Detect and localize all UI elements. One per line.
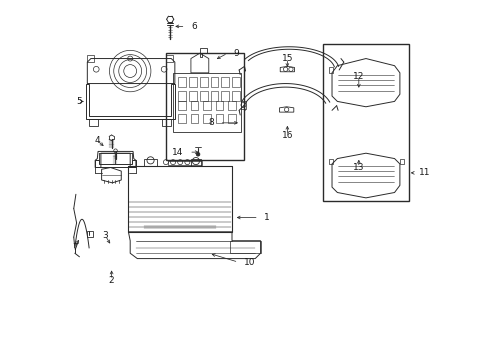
Bar [210,91,218,102]
Bar [203,114,210,123]
Bar [221,77,229,87]
Circle shape [196,153,200,156]
Text: 1: 1 [264,213,269,222]
Bar [167,161,201,165]
Text: 16: 16 [281,131,292,140]
Bar [200,77,207,87]
Bar [323,44,408,202]
Bar [231,77,240,87]
Text: 14: 14 [172,148,183,157]
Text: 15: 15 [281,54,292,63]
Text: 10: 10 [244,258,255,267]
Bar [178,91,186,102]
Text: 5: 5 [77,97,82,106]
Text: 2: 2 [108,275,114,284]
Bar [200,91,207,102]
Bar [216,114,223,123]
Bar [178,114,185,123]
Bar [189,77,197,87]
Text: 3: 3 [102,231,108,240]
Bar [203,102,210,111]
Bar [190,102,198,111]
Bar [230,241,260,253]
Text: 11: 11 [418,168,429,177]
Bar [178,77,186,87]
Bar [165,53,244,160]
Bar [128,166,231,232]
Text: 12: 12 [352,72,364,81]
Bar [228,102,235,111]
Bar [190,114,198,123]
Text: 8: 8 [208,118,214,127]
Bar [216,102,223,111]
Bar [231,91,240,102]
Text: 9: 9 [233,49,238,58]
Text: 4: 4 [94,136,100,145]
Text: 7: 7 [72,243,78,252]
Text: 6: 6 [190,22,196,31]
Bar [189,91,197,102]
Bar [228,114,235,123]
Bar [178,102,185,111]
Bar [210,77,218,87]
Text: 13: 13 [352,163,364,172]
Bar [221,91,229,102]
